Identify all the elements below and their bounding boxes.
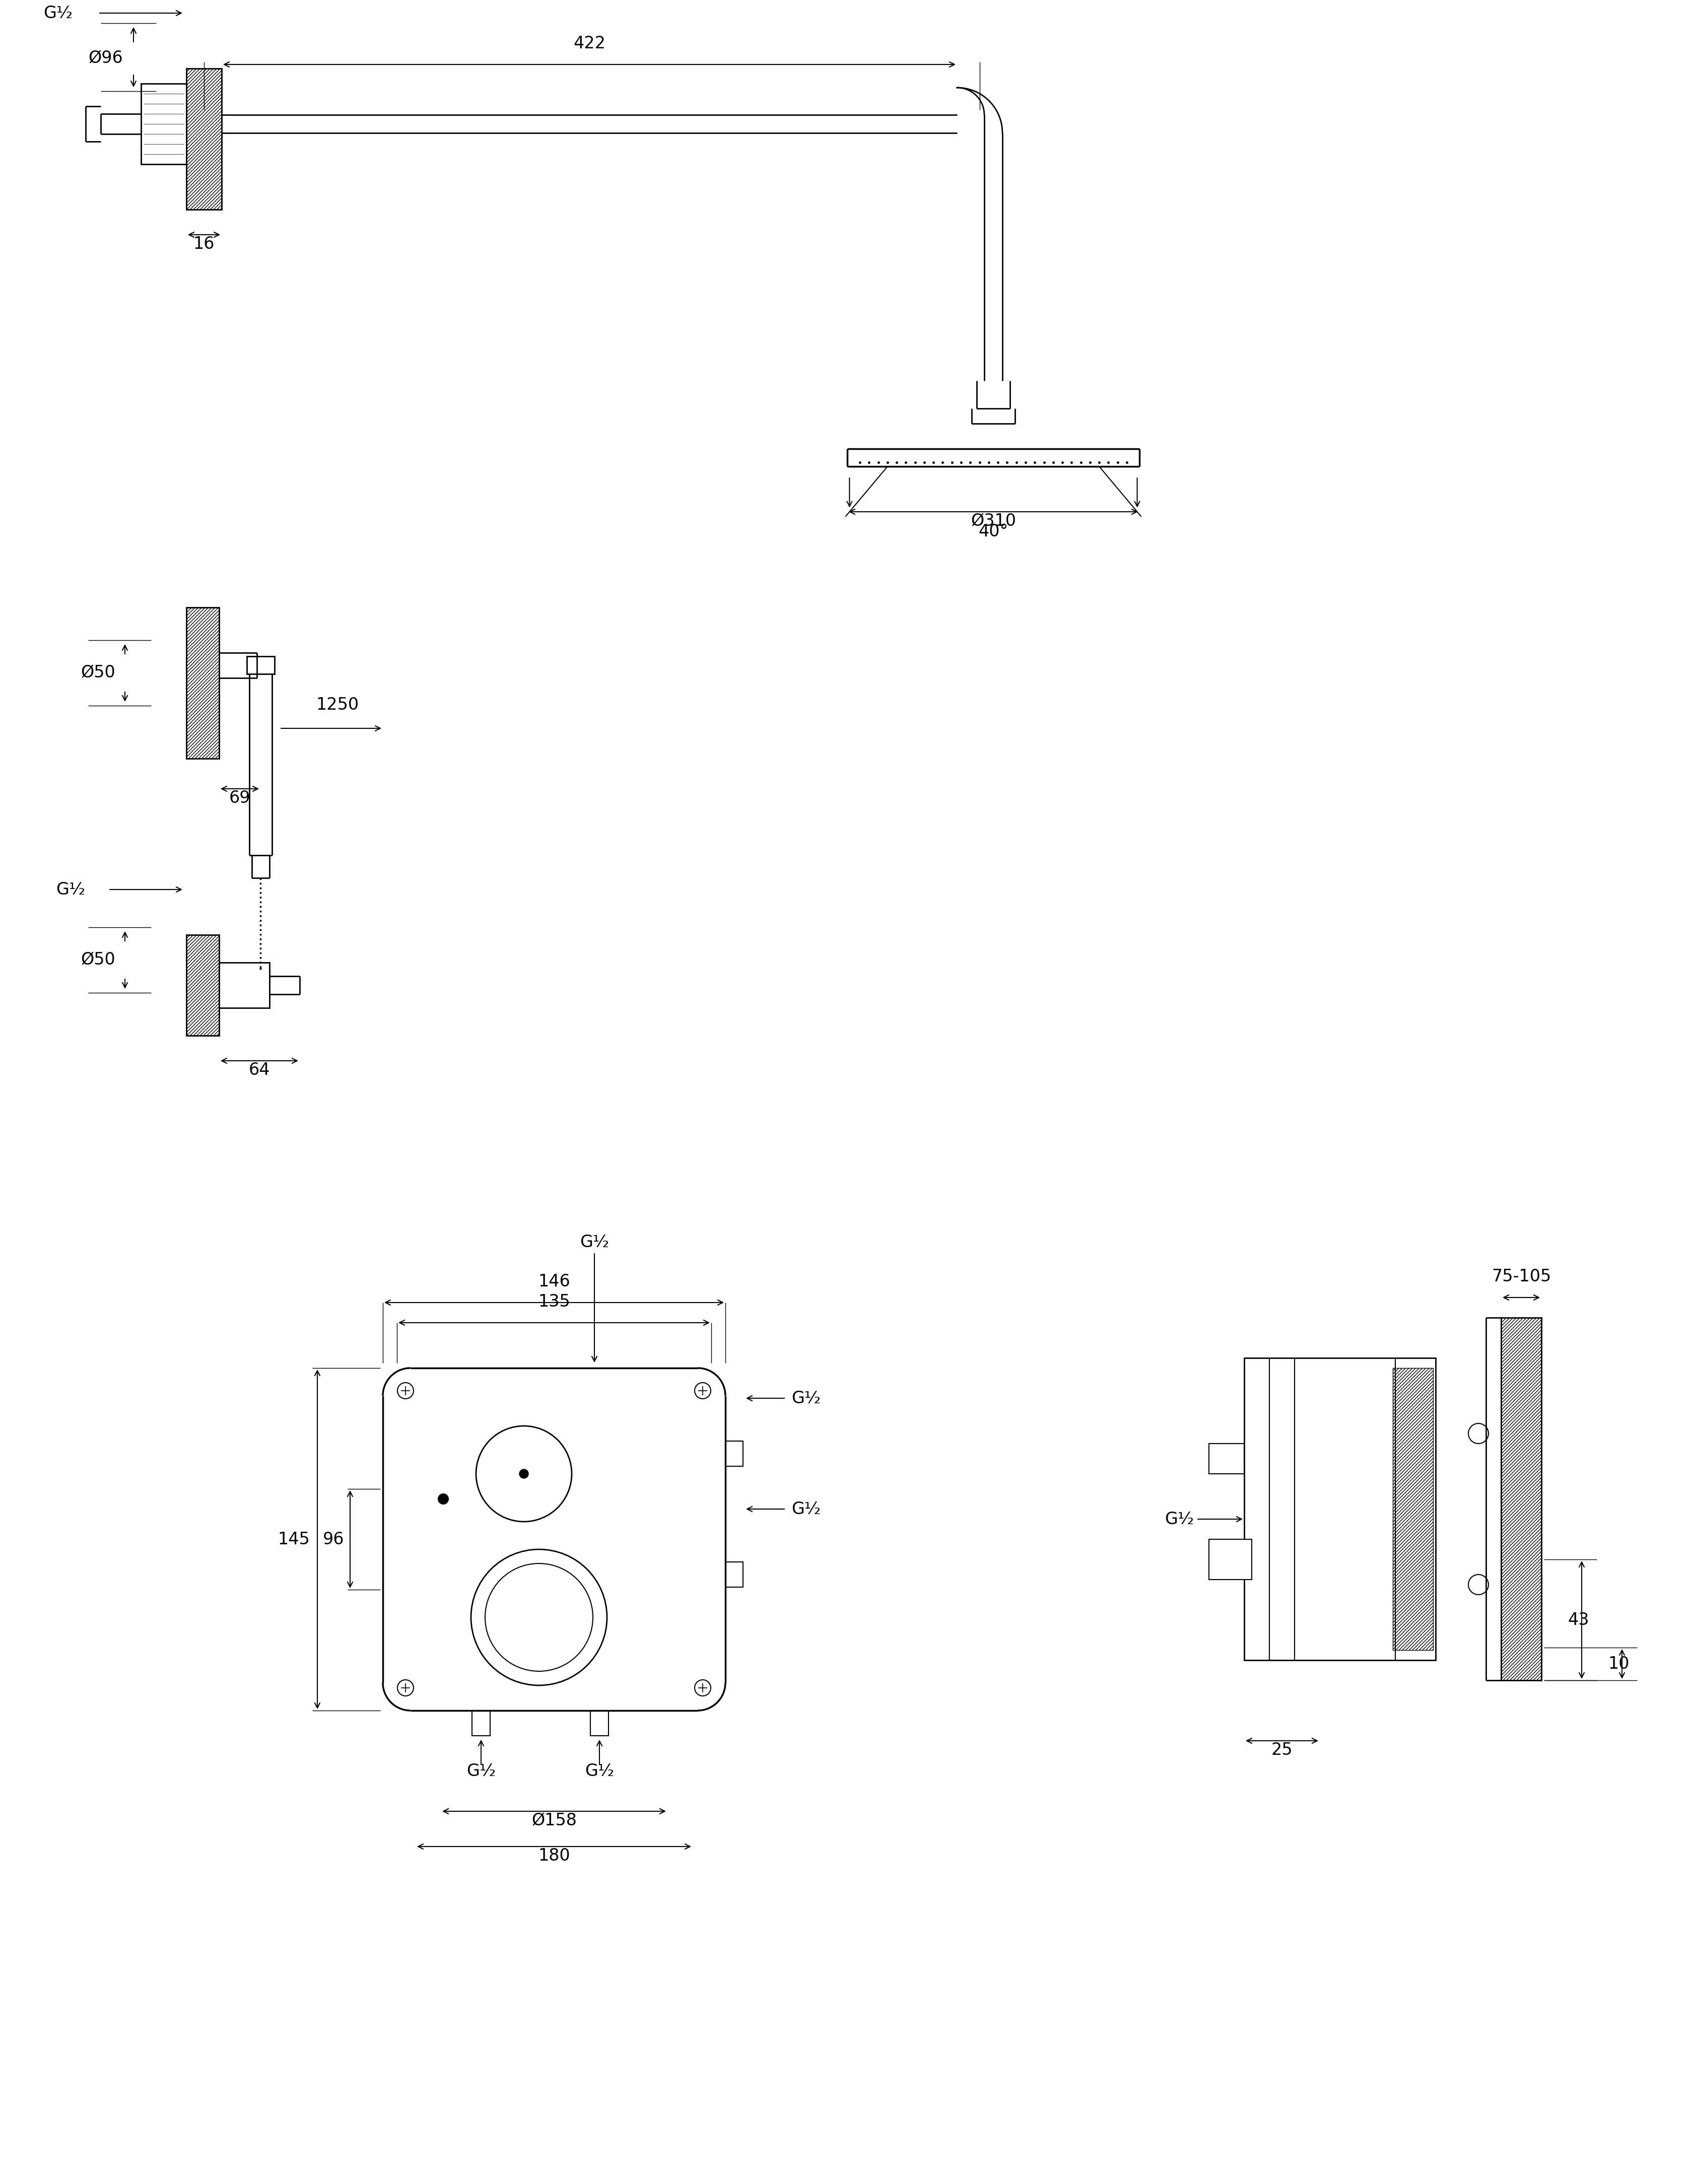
- Text: 146: 146: [538, 1273, 570, 1291]
- Text: 10: 10: [1607, 1655, 1629, 1673]
- Bar: [726, 1441, 743, 1465]
- Bar: [472, 1710, 491, 1736]
- Circle shape: [519, 1470, 528, 1479]
- Bar: [186, 935, 220, 1035]
- Text: 16: 16: [193, 236, 215, 253]
- Text: Ø158: Ø158: [531, 1813, 577, 1828]
- Bar: [140, 83, 186, 164]
- Bar: [220, 963, 269, 1007]
- Circle shape: [398, 1382, 413, 1398]
- Circle shape: [475, 1426, 572, 1522]
- Text: 64: 64: [249, 1061, 271, 1079]
- Text: G¹⁄₂: G¹⁄₂: [580, 1234, 609, 1251]
- Bar: [186, 68, 222, 210]
- Bar: [726, 1562, 743, 1588]
- Text: G¹⁄₂: G¹⁄₂: [585, 1762, 614, 1780]
- Text: 75-105: 75-105: [1491, 1269, 1552, 1284]
- Text: 145: 145: [277, 1531, 310, 1548]
- Circle shape: [1469, 1575, 1489, 1594]
- Text: 135: 135: [538, 1293, 570, 1310]
- Text: 180: 180: [538, 1848, 570, 1865]
- Text: Ø96: Ø96: [88, 50, 124, 68]
- Circle shape: [695, 1382, 711, 1398]
- Circle shape: [398, 1679, 413, 1697]
- Bar: [1208, 1540, 1252, 1579]
- Bar: [591, 1710, 609, 1736]
- Text: 1250: 1250: [316, 697, 359, 714]
- Bar: [1244, 1358, 1435, 1660]
- Bar: [247, 657, 274, 675]
- Circle shape: [438, 1494, 448, 1505]
- Circle shape: [470, 1548, 607, 1686]
- Circle shape: [1469, 1424, 1489, 1444]
- Bar: [1501, 1317, 1541, 1679]
- Text: G¹⁄₂: G¹⁄₂: [467, 1762, 496, 1780]
- Text: G¹⁄₂: G¹⁄₂: [792, 1500, 821, 1518]
- Text: Ø50: Ø50: [81, 952, 115, 968]
- Bar: [1208, 1444, 1244, 1474]
- Text: 25: 25: [1271, 1743, 1293, 1758]
- Text: Ø50: Ø50: [81, 664, 115, 681]
- Bar: [1393, 1367, 1433, 1651]
- Text: 43: 43: [1568, 1612, 1589, 1629]
- Circle shape: [695, 1679, 711, 1697]
- Text: G¹⁄₂: G¹⁄₂: [44, 4, 73, 22]
- Text: G¹⁄₂: G¹⁄₂: [792, 1389, 821, 1406]
- Text: 40°: 40°: [978, 524, 1008, 539]
- Text: 96: 96: [323, 1531, 343, 1548]
- Text: 69: 69: [228, 791, 250, 806]
- Bar: [186, 607, 220, 758]
- Text: G¹⁄₂: G¹⁄₂: [56, 880, 85, 898]
- Text: 422: 422: [574, 35, 606, 52]
- Text: G¹⁄₂: G¹⁄₂: [1164, 1511, 1195, 1527]
- Text: Ø310: Ø310: [971, 513, 1015, 529]
- Circle shape: [486, 1564, 592, 1671]
